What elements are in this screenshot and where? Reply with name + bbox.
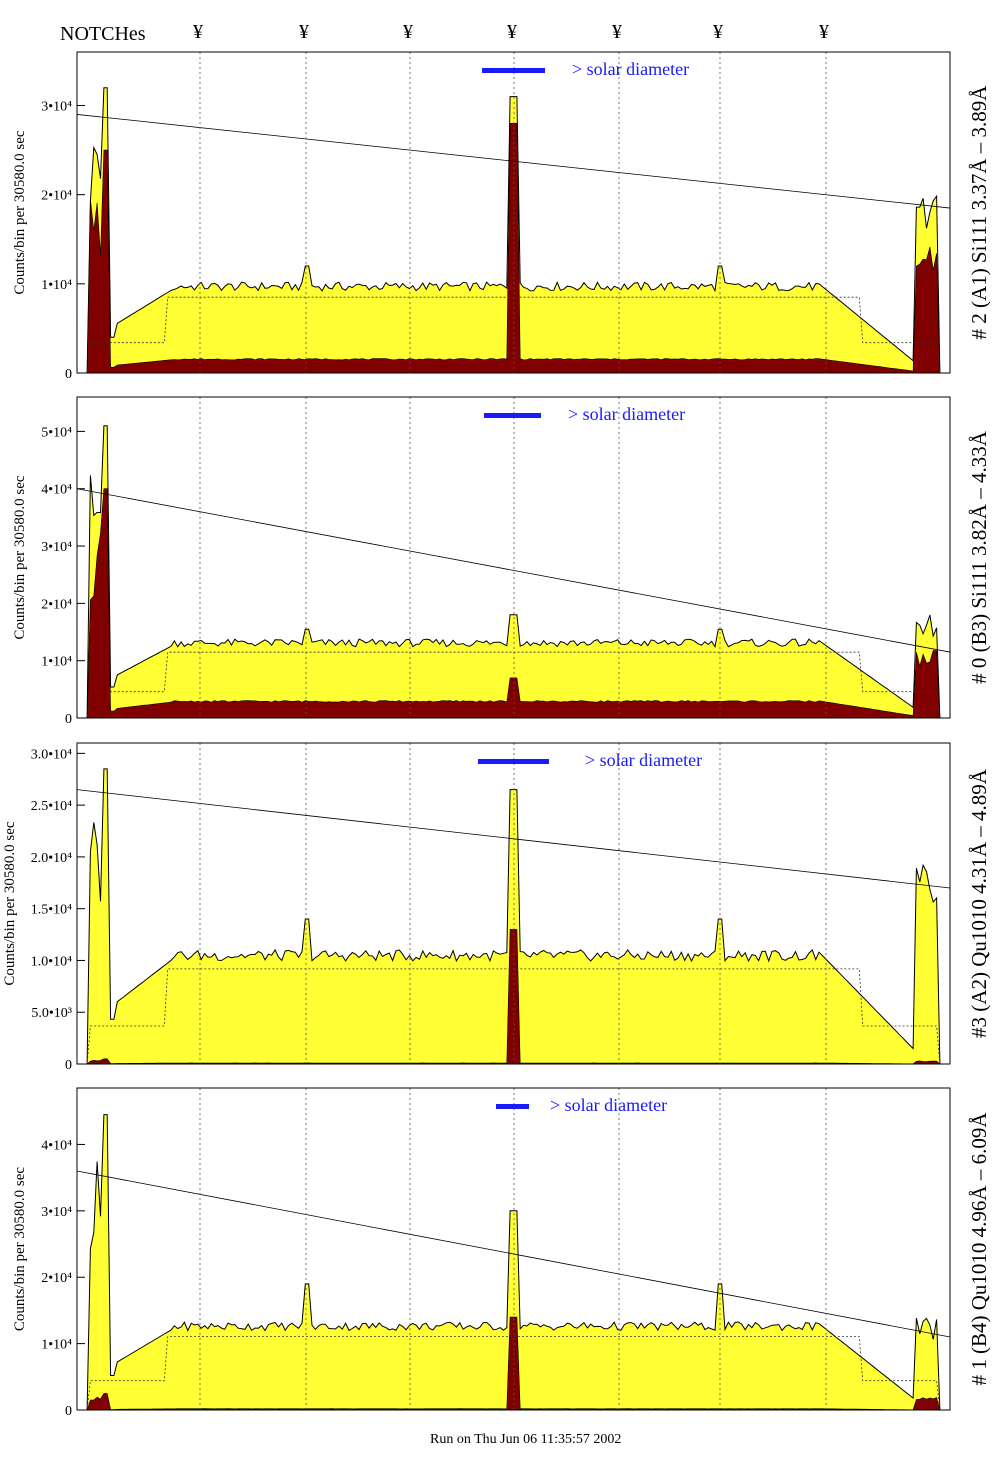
- y-tick-label: 1•10⁴: [41, 278, 72, 293]
- channel-label: #3 (A2) Qu1010 4.31Å – 4.89Å: [967, 768, 991, 1038]
- background-estimate-line: [77, 1336, 950, 1411]
- chart-panel: 0 1•10⁴ 2•10⁴ 3•10⁴ Counts/bin per 30580.0 s…: [12, 51, 991, 382]
- channel-label: # 0 (B3) Si111 3.82Å – 4.33Å: [967, 430, 991, 684]
- notch-mark: ¥: [403, 21, 413, 43]
- y-tick-label: 1•10⁴: [41, 1338, 72, 1353]
- plot-frame: [76, 742, 951, 1065]
- notch-mark: ¥: [193, 21, 203, 43]
- run-timestamp: Run on Thu Jun 06 11:35:57 2002: [430, 1432, 621, 1447]
- channel-label: # 1 (B4) Qu1010 4.96Å – 6.09Å: [967, 1112, 991, 1386]
- background-estimate-line: [77, 968, 950, 1065]
- solar-diameter-label: > solar diameter: [550, 1095, 667, 1115]
- notch-header: NOTCHes ¥ ¥ ¥ ¥ ¥ ¥ ¥: [60, 21, 829, 45]
- solar-diameter-bar: [482, 68, 545, 73]
- plot-frame: [76, 51, 951, 374]
- solar-diameter-label: > solar diameter: [572, 59, 689, 79]
- channel-label: # 2 (A1) Si111 3.37Å – 3.89Å: [967, 85, 991, 340]
- solar-diameter-bar: [496, 1104, 529, 1109]
- plot-frame: [76, 1087, 951, 1411]
- trend-line: [76, 488, 951, 653]
- y-axis-label: Counts/bin per 30580.0 sec: [12, 475, 28, 639]
- trend-line: [76, 789, 951, 889]
- y-tick-label: 5•10⁴: [41, 425, 72, 440]
- notch-marks: ¥ ¥ ¥ ¥ ¥ ¥ ¥: [193, 21, 829, 43]
- notch-mark: ¥: [819, 21, 829, 43]
- notch-mark: ¥: [612, 21, 622, 43]
- background-estimate-line: [77, 296, 950, 374]
- trend-line: [76, 1170, 951, 1338]
- signal-counts-area: [77, 488, 950, 719]
- y-tick-label: 4•10⁴: [41, 1138, 72, 1153]
- signal-counts-area: [77, 929, 950, 1065]
- notches-label: NOTCHes: [60, 23, 146, 45]
- y-tick-label: 1•10⁴: [41, 655, 72, 670]
- y-tick-label: 0: [65, 712, 72, 727]
- y-tick-label: 1.5•10⁴: [31, 903, 72, 918]
- solar-diameter-label: > solar diameter: [568, 404, 685, 424]
- notch-mark: ¥: [299, 21, 309, 43]
- y-tick-label: 5.0•10³: [31, 1006, 72, 1021]
- chart-panel: 0 1•10⁴ 2•10⁴ 3•10⁴ 4•10⁴ 5•10⁴ Counts/bin per…: [12, 396, 991, 727]
- y-axis-label: Counts/bin per 30580.0 sec: [12, 130, 28, 294]
- y-axis-label: Counts/bin per 30580.0 sec: [12, 1167, 28, 1331]
- total-counts-area: [77, 768, 950, 1065]
- solar-diameter-bar: [478, 759, 549, 764]
- chart-panel: 0 5.0•10³ 1.0•10⁴ 1.5•10⁴ 2.0•10⁴ 2.5•10⁴ 3.0•…: [2, 742, 991, 1073]
- y-tick-label: 2•10⁴: [41, 597, 72, 612]
- notch-mark: ¥: [507, 21, 517, 43]
- y-tick-label: 1.0•10⁴: [31, 954, 72, 969]
- y-tick-label: 4•10⁴: [41, 483, 72, 498]
- y-tick-label: 0: [65, 1404, 72, 1419]
- y-tick-label: 3•10⁴: [41, 1205, 72, 1220]
- trend-line: [76, 114, 951, 209]
- y-tick-label: 3.0•10⁴: [31, 747, 72, 762]
- y-tick-label: 2.0•10⁴: [31, 851, 72, 866]
- signal-counts-area: [77, 1316, 950, 1411]
- y-axis-label: Counts/bin per 30580.0 sec: [2, 821, 18, 985]
- solar-diameter-bar: [484, 413, 541, 418]
- total-counts-area: [77, 425, 950, 719]
- y-tick-label: 2.5•10⁴: [31, 799, 72, 814]
- y-tick-label: 2•10⁴: [41, 189, 72, 204]
- y-tick-label: 3•10⁴: [41, 100, 72, 115]
- plot-frame: [76, 396, 951, 719]
- y-tick-label: 2•10⁴: [41, 1271, 72, 1286]
- total-counts-area: [77, 1114, 950, 1411]
- chart-panel: 0 1•10⁴ 2•10⁴ 3•10⁴ 4•10⁴ Counts/bin per 3058…: [12, 1087, 991, 1419]
- solar-diameter-label: > solar diameter: [585, 750, 702, 770]
- y-tick-label: 3•10⁴: [41, 540, 72, 555]
- background-estimate-line: [77, 651, 950, 719]
- signal-counts-area: [77, 123, 950, 374]
- y-tick-label: 0: [65, 1058, 72, 1073]
- y-tick-label: 0: [65, 367, 72, 382]
- panels: 0 1•10⁴ 2•10⁴ 3•10⁴ Counts/bin per 30580.0 s…: [2, 51, 991, 1419]
- notch-mark: ¥: [713, 21, 723, 43]
